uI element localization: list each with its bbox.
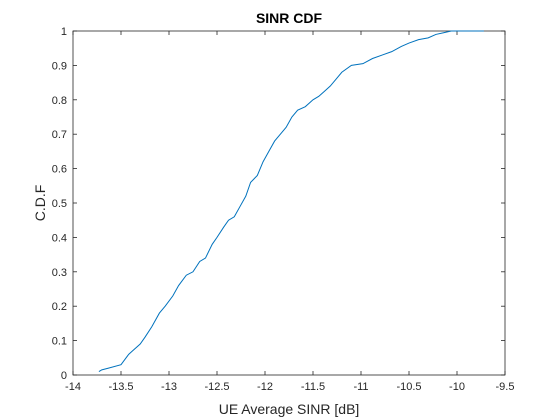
x-tick-label: -14 <box>65 381 81 393</box>
y-tick-label: 0.9 <box>52 60 67 72</box>
y-tick-label: 0.8 <box>52 95 67 107</box>
y-tick-label: 0.6 <box>52 164 67 176</box>
plot-area: -14 -13.5 -13 -12.5 -12 -11.5 -11 -10.5 -10 -9.5 0… <box>52 26 515 393</box>
y-tick-label: 0.5 <box>52 198 67 210</box>
x-tick-label: -10 <box>449 381 465 393</box>
x-tick-label: -12 <box>257 381 273 393</box>
y-axis-label: C.D.F <box>32 185 48 222</box>
y-tick-label: 1 <box>61 26 67 38</box>
x-tick-label: -10.5 <box>396 381 421 393</box>
y-tick-label: 0.3 <box>52 267 67 279</box>
x-tick-label: -13.5 <box>108 381 133 393</box>
chart-title: SINR CDF <box>256 10 323 26</box>
x-tick-label: -13 <box>161 381 177 393</box>
y-tick-label: 0.7 <box>52 129 67 141</box>
x-tick-label: -9.5 <box>496 381 515 393</box>
y-tick-label: 0.2 <box>52 301 67 313</box>
x-tick-label: -12.5 <box>204 381 229 393</box>
y-tick-label: 0.1 <box>52 336 67 348</box>
y-tick-label: 0 <box>61 370 67 382</box>
x-axis-label: UE Average SINR [dB] <box>219 401 360 417</box>
y-tick-label: 0.4 <box>52 232 67 244</box>
series-line <box>98 30 484 372</box>
x-tick-label: -11 <box>353 381 368 393</box>
axes-box <box>72 30 506 376</box>
x-tick-label: -11.5 <box>301 381 325 393</box>
